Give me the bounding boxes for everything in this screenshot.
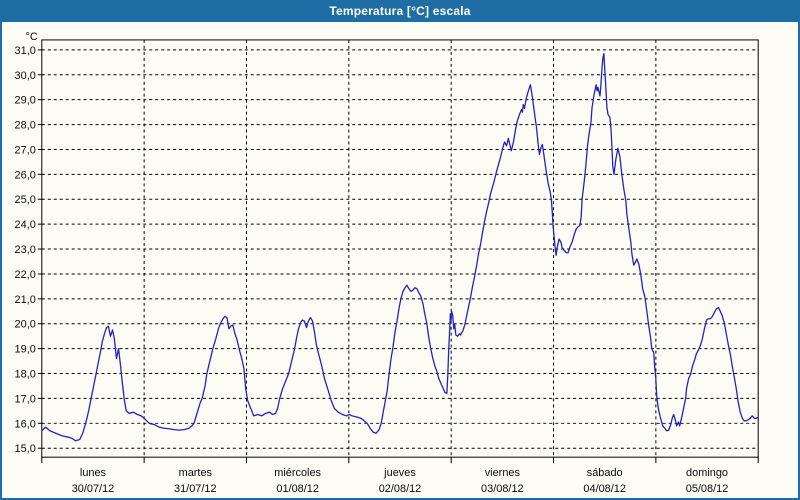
y-tick-label: 20,0: [15, 319, 36, 331]
day-name-label: domingo: [686, 467, 728, 479]
y-tick-label: 19,0: [15, 344, 36, 356]
day-date-label: 05/08/12: [686, 483, 729, 495]
day-name-label: sábado: [587, 467, 623, 479]
y-tick-label: 24,0: [15, 219, 36, 231]
y-tick-label: 30,0: [15, 70, 36, 82]
y-tick-label: 29,0: [15, 95, 36, 107]
y-tick-label: 26,0: [15, 169, 36, 181]
day-name-label: lunes: [80, 467, 107, 479]
y-tick-label: 17,0: [15, 393, 36, 405]
day-date-label: 01/08/12: [276, 483, 319, 495]
y-tick-label: 18,0: [15, 369, 36, 381]
day-date-label: 03/08/12: [481, 483, 524, 495]
y-tick-label: 15,0: [15, 443, 36, 455]
chart-area: 31,0 30,0 29,0 28,0 27,0 26,0 25,0 24,0 23,0 22,0…: [2, 22, 798, 498]
y-tick-label: 21,0: [15, 294, 36, 306]
y-tick-label: 23,0: [15, 244, 36, 256]
window-title: Temperatura [°C] escala: [329, 4, 471, 18]
day-name-label: miércoles: [274, 467, 321, 479]
temperature-curve: [41, 52, 759, 442]
y-tick-label: 16,0: [15, 418, 36, 430]
day-date-label: 02/08/12: [379, 483, 422, 495]
day-name-label: martes: [179, 467, 213, 479]
y-tick-label: 28,0: [15, 120, 36, 132]
day-date-label: 31/07/12: [174, 483, 217, 495]
day-name-label: viernes: [485, 467, 521, 479]
plot-border: [41, 39, 759, 458]
y-axis-unit-label: °C: [26, 31, 38, 43]
day-name-label: jueves: [383, 467, 416, 479]
y-tick-label: 27,0: [15, 144, 36, 156]
y-tick-label: 31,0: [15, 45, 36, 57]
y-tick-label: 25,0: [15, 194, 36, 206]
day-date-label: 30/07/12: [72, 483, 115, 495]
window-titlebar: Temperatura [°C] escala: [2, 0, 798, 22]
day-date-label: 04/08/12: [583, 483, 626, 495]
temperature-chart: 31,0 30,0 29,0 28,0 27,0 26,0 25,0 24,0 23,0 22,0…: [15, 31, 759, 495]
y-tick-label: 22,0: [15, 269, 36, 281]
